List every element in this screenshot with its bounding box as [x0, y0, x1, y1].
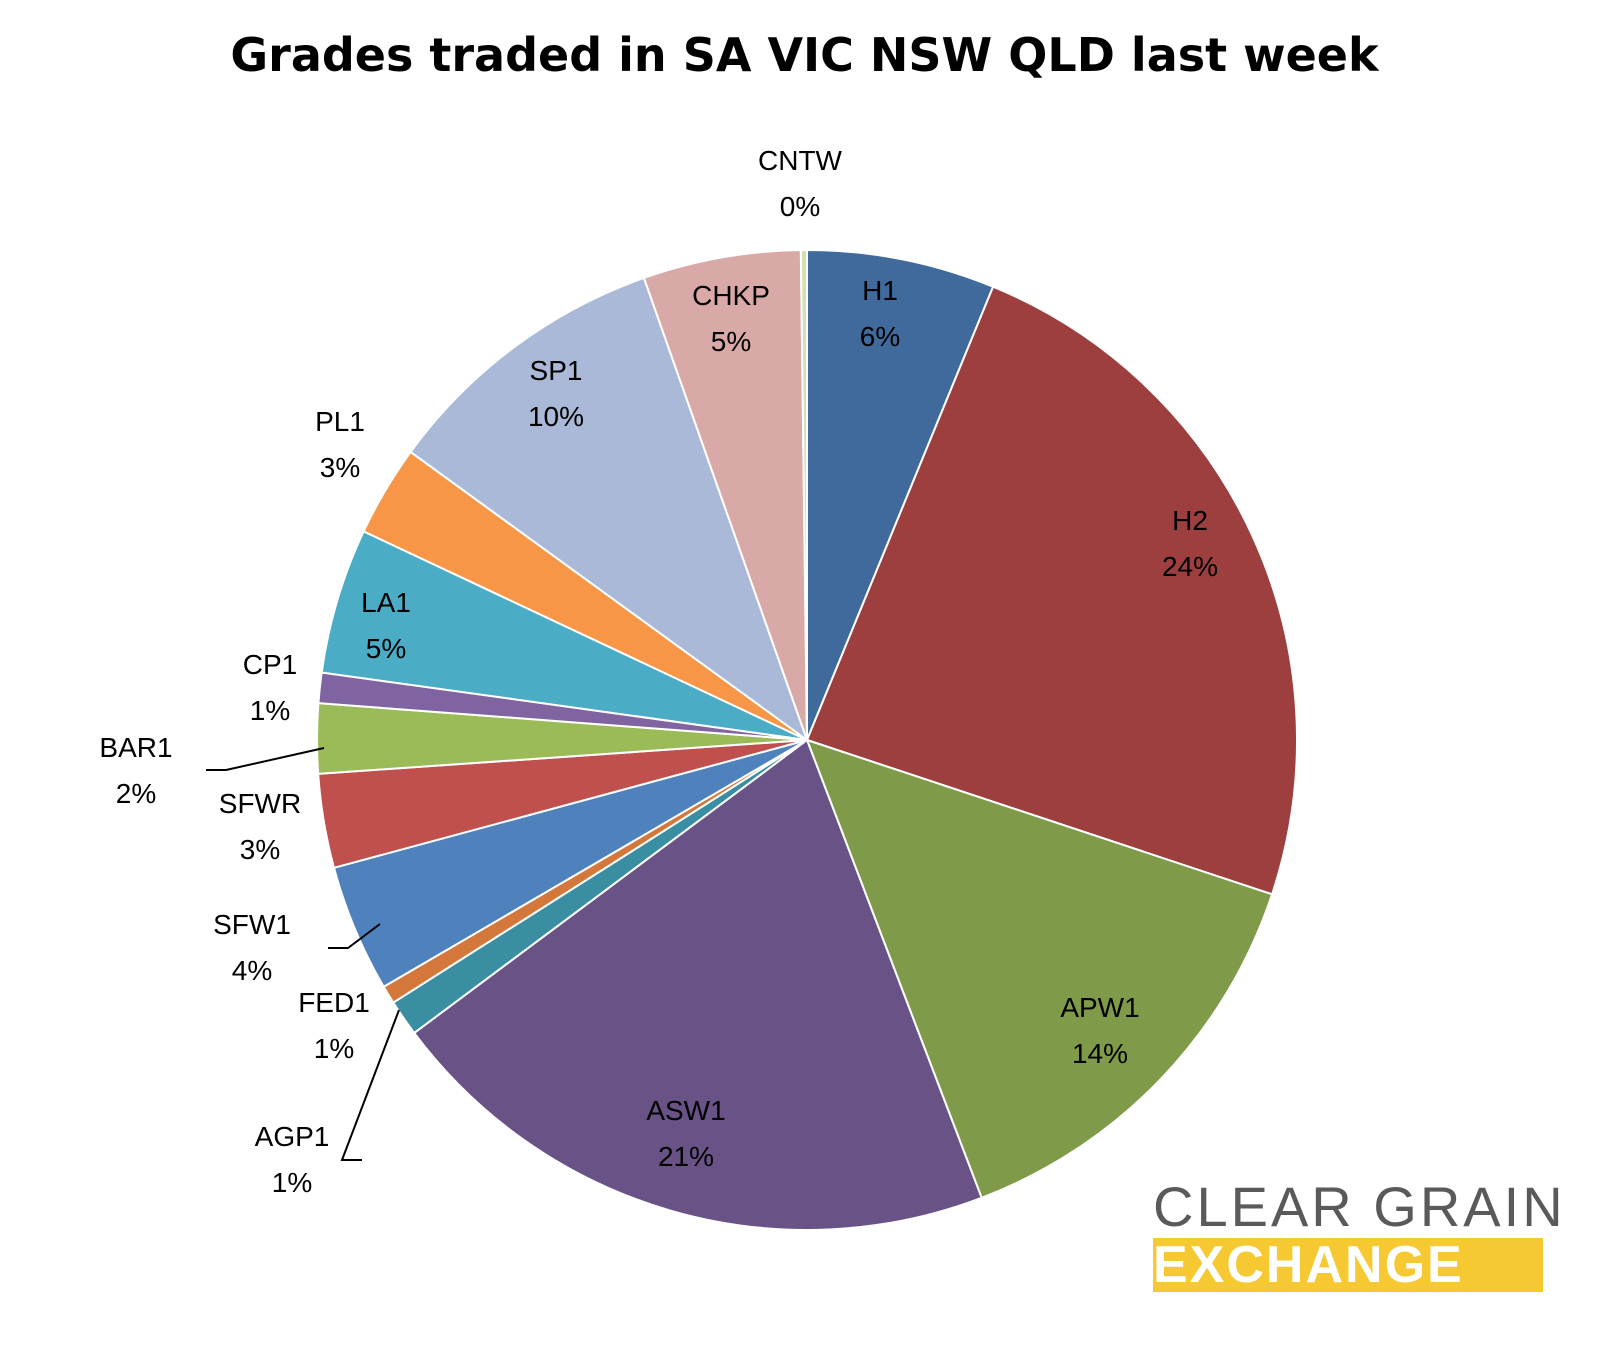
- slice-label-cp1: CP1 1%: [243, 649, 297, 726]
- pie-slice-chkp: [642, 249, 808, 741]
- slice-label-sp1: SP1 10%: [528, 355, 584, 432]
- slice-percent: 1%: [314, 1033, 354, 1064]
- slice-name: CHKP: [692, 280, 770, 311]
- slice-name: SFWR: [219, 788, 301, 819]
- slice-name: FED1: [298, 987, 370, 1018]
- slice-name: SFW1: [213, 909, 291, 940]
- pie-slice-apw1: [805, 738, 1274, 1200]
- slice-name: ASW1: [646, 1095, 725, 1126]
- slice-name: BAR1: [99, 732, 172, 763]
- pie-slices: [316, 248, 1298, 1231]
- slice-percent: 6%: [860, 321, 900, 352]
- slice-label-sfwr: SFWR 3%: [219, 788, 301, 865]
- slice-percent: 24%: [1162, 551, 1218, 582]
- chart-title: Grades traded in SA VIC NSW QLD last wee…: [230, 28, 1379, 82]
- pie-slice-h2: [805, 285, 1298, 896]
- slice-name: H1: [862, 275, 898, 306]
- slice-percent: 14%: [1072, 1038, 1128, 1069]
- logo-line-2: EXCHANGE: [1153, 1238, 1543, 1292]
- slice-percent: 10%: [528, 401, 584, 432]
- slice-percent: 5%: [366, 633, 406, 664]
- slice-name: APW1: [1060, 992, 1139, 1023]
- slice-name: CNTW: [758, 145, 843, 176]
- slice-label-bar1: BAR1 2%: [99, 732, 172, 809]
- logo-line-1: CLEAR GRAIN: [1153, 1175, 1566, 1238]
- leader-line-sfw1: [328, 923, 381, 949]
- slice-label-cntw: CNTW 0%: [758, 145, 843, 222]
- slice-percent: 2%: [116, 778, 156, 809]
- clear-grain-exchange-logo: CLEAR GRAIN EXCHANGE: [1153, 1175, 1566, 1292]
- slice-label-la1: LA1 5%: [361, 587, 411, 664]
- leader-line-agp1: [340, 1009, 400, 1161]
- slice-percent: 3%: [320, 452, 360, 483]
- slice-label-asw1: ASW1 21%: [646, 1095, 725, 1172]
- slice-percent: 0%: [780, 191, 820, 222]
- slice-percent: 1%: [250, 695, 290, 726]
- slice-percent: 4%: [232, 955, 272, 986]
- slice-percent: 3%: [240, 834, 280, 865]
- pie-slice-asw1: [412, 738, 983, 1231]
- slice-label-pl1: PL1 3%: [315, 406, 365, 483]
- slice-label-h1: H1 6%: [860, 275, 900, 352]
- slice-name: PL1: [315, 406, 365, 437]
- slice-percent: 1%: [272, 1167, 312, 1198]
- slice-name: LA1: [361, 587, 411, 618]
- slice-label-fed1: FED1 1%: [298, 987, 370, 1064]
- pie-slice-h1: [806, 248, 995, 741]
- slice-percent: 5%: [711, 326, 751, 357]
- pie-slice-la1: [320, 530, 808, 741]
- pie-slice-sp1: [409, 276, 810, 743]
- slice-labels: H1 6%H2 24%APW1 14%ASW1 21%AGP1 1%FED1 1%SFW1 4…: [99, 145, 1218, 1198]
- slice-name: CP1: [243, 649, 297, 680]
- slice-label-apw1: APW1 14%: [1060, 992, 1139, 1069]
- slice-label-sfw1: SFW1 4%: [213, 909, 291, 986]
- slice-name: AGP1: [255, 1121, 330, 1152]
- slice-label-agp1: AGP1 1%: [255, 1121, 330, 1198]
- slice-name: SP1: [530, 355, 583, 386]
- slice-label-chkp: CHKP 5%: [692, 280, 770, 357]
- leader-line-bar1: [206, 747, 325, 771]
- slice-label-h2: H2 24%: [1162, 505, 1218, 582]
- slice-percent: 21%: [658, 1141, 714, 1172]
- pie-slice-cntw: [799, 248, 808, 741]
- slice-name: H2: [1172, 505, 1208, 536]
- leader-lines: [206, 747, 400, 1161]
